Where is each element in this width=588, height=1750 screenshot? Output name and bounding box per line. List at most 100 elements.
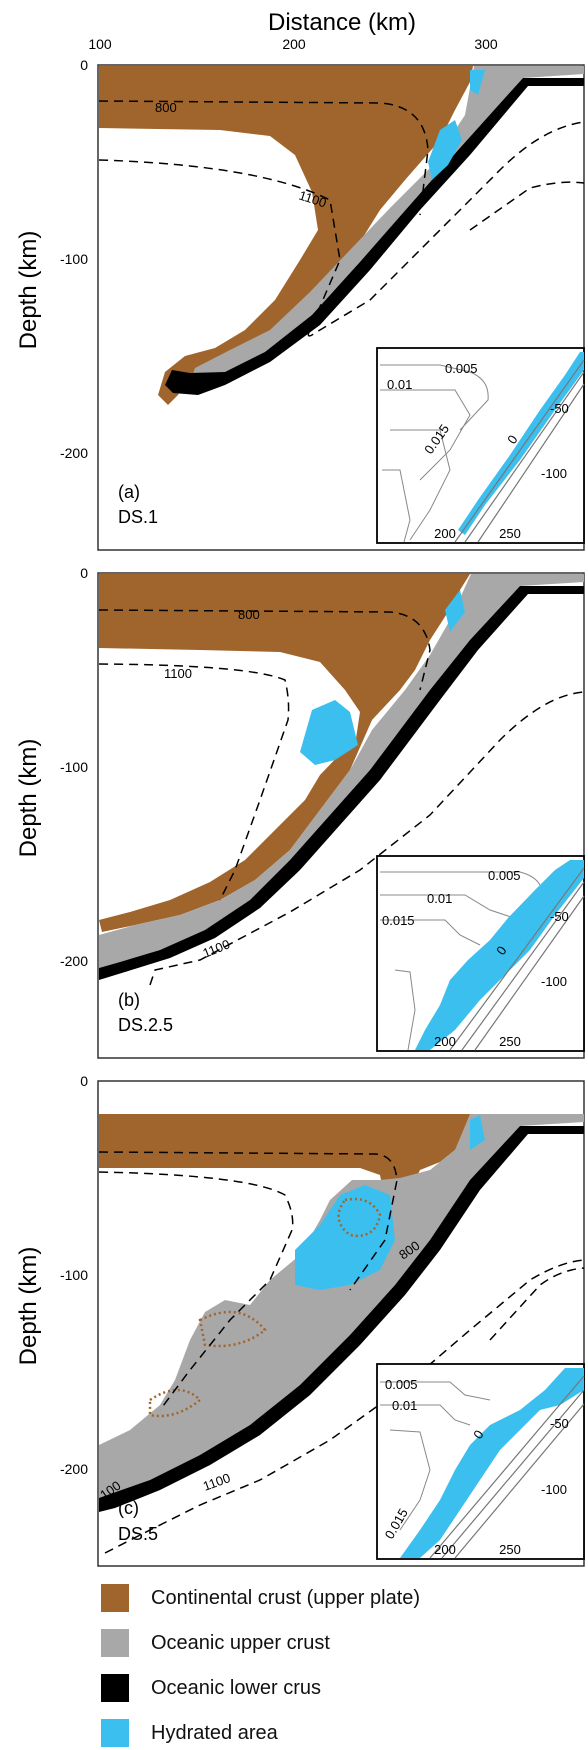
isotherm-lower bbox=[104, 1259, 585, 1554]
y-tick-label: -100 bbox=[60, 251, 88, 267]
inset-hydrated bbox=[458, 352, 584, 535]
inset-contour bbox=[380, 919, 481, 946]
inset-contour bbox=[390, 429, 451, 541]
legend-label: Oceanic upper crust bbox=[151, 1631, 330, 1654]
legend-item-continental: Continental crust (upper plate) bbox=[101, 1582, 420, 1614]
y-tick-label: -200 bbox=[60, 445, 88, 461]
oceanic-upper-crust bbox=[190, 66, 584, 382]
hydrated-area bbox=[470, 70, 485, 95]
inset-x-tick: 250 bbox=[499, 526, 521, 541]
inset-contour-label: 0.01 bbox=[427, 891, 452, 906]
x-tick-label: 100 bbox=[88, 36, 112, 52]
oceanic-upper-crust bbox=[99, 574, 584, 968]
inset-contour bbox=[380, 871, 541, 886]
isotherm-800 bbox=[98, 100, 429, 216]
inset-c: 0.005 0.01 0.015 0 200 250 -50 -100 bbox=[376, 1363, 585, 1560]
isotherm-1100 bbox=[98, 121, 585, 337]
inset-contour bbox=[380, 1381, 491, 1401]
inset-x-tick: 200 bbox=[434, 526, 456, 541]
panel-c: 800 1100 100 0.005 0.01 0.015 0 200 250 … bbox=[97, 1080, 585, 1567]
inset-x-tick: 200 bbox=[434, 1034, 456, 1049]
x-axis-title: Distance (km) bbox=[268, 9, 416, 36]
legend-swatch bbox=[101, 1719, 129, 1747]
hydrated-area bbox=[300, 700, 358, 765]
panel-name: DS.1 bbox=[118, 507, 158, 527]
legend-swatch bbox=[101, 1584, 129, 1612]
x-tick-label: 200 bbox=[282, 36, 306, 52]
legend-label: Hydrated area bbox=[151, 1721, 278, 1744]
inset-y-tick: -50 bbox=[550, 909, 569, 924]
isotherm-800 bbox=[98, 609, 431, 691]
continental-crust bbox=[99, 66, 473, 405]
inset-x-tick: 200 bbox=[434, 1542, 456, 1557]
inset-contour bbox=[382, 469, 411, 543]
y-tick-label: -200 bbox=[60, 953, 88, 969]
inset-slab bbox=[449, 867, 585, 1051]
y-tick-label: -100 bbox=[60, 759, 88, 775]
inset-contour bbox=[394, 969, 416, 1051]
inset-contour bbox=[389, 1429, 431, 1531]
panel-name: DS.2.5 bbox=[118, 1015, 173, 1035]
oceanic-upper-crust bbox=[99, 1114, 584, 1498]
y-tick-label: 0 bbox=[80, 565, 88, 581]
panel-b: 800 1100 1100 0.005 0.01 0.015 0 200 250… bbox=[97, 572, 585, 1059]
inset-contour bbox=[380, 389, 471, 481]
inset-x-tick: 250 bbox=[499, 1542, 521, 1557]
y-tick-label: 0 bbox=[80, 57, 88, 73]
hydrated-area bbox=[295, 1185, 395, 1290]
inset-y-tick: -50 bbox=[550, 1416, 569, 1431]
continental-fragments bbox=[148, 1197, 382, 1418]
inset-a: 0.005 0.01 0.015 0 200 250 -50 -100 bbox=[376, 347, 585, 544]
isotherm-deep bbox=[469, 181, 585, 231]
hydrated-area bbox=[470, 1115, 485, 1150]
panel-label: (c) bbox=[118, 1498, 139, 1518]
inset-y-tick: -100 bbox=[541, 1482, 567, 1497]
inset-contour-label: 0.015 bbox=[382, 913, 415, 928]
legend-item-hydrated: Hydrated area bbox=[101, 1717, 278, 1749]
hydrated-area bbox=[445, 590, 465, 632]
contour-label-800: 800 bbox=[155, 100, 177, 115]
legend-label: Oceanic lower crus bbox=[151, 1676, 322, 1699]
inset-y-tick: -50 bbox=[550, 401, 569, 416]
legend-item-oceanic-upper: Oceanic upper crust bbox=[101, 1627, 330, 1659]
inset-y-tick: -100 bbox=[541, 466, 567, 481]
legend-item-oceanic-lower: Oceanic lower crus bbox=[101, 1672, 321, 1704]
inset-contour-label: 0.005 bbox=[488, 868, 521, 883]
inset-y-tick: -100 bbox=[541, 974, 567, 989]
panel-name: DS.5 bbox=[118, 1524, 158, 1544]
panel-label: (b) bbox=[118, 990, 140, 1010]
legend-swatch bbox=[101, 1629, 129, 1657]
y-axis-title: Depth (km) bbox=[15, 231, 42, 350]
panel-label: (a) bbox=[118, 482, 140, 502]
hydrated-area bbox=[428, 120, 462, 180]
inset-contour-label: 0.01 bbox=[392, 1398, 417, 1413]
inset-contour-label: 0.005 bbox=[385, 1377, 418, 1392]
inset-b: 0.005 0.01 0.015 0 200 250 -50 -100 bbox=[376, 855, 585, 1052]
isotherm-1100 bbox=[98, 1171, 294, 1411]
contour-label-1100: 1100 bbox=[164, 666, 192, 681]
panel-a: 800 1100 0.005 0.01 0.015 0 200 250 -50 … bbox=[97, 64, 585, 551]
inset-hydrated bbox=[400, 1368, 584, 1558]
y-axis-title: Depth (km) bbox=[15, 739, 42, 858]
legend-swatch bbox=[101, 1674, 129, 1702]
continental-crust bbox=[99, 1114, 470, 1246]
inset-contour bbox=[380, 364, 489, 431]
inset-slab bbox=[429, 1375, 585, 1559]
isotherm-800 bbox=[98, 1151, 398, 1291]
inset-contour-label: 0.005 bbox=[445, 361, 478, 376]
legend-label: Continental crust (upper plate) bbox=[151, 1586, 421, 1609]
continental-crust bbox=[99, 574, 470, 932]
y-tick-label: 0 bbox=[80, 1073, 88, 1089]
isotherm-1100 bbox=[98, 663, 290, 901]
contour-label-800: 800 bbox=[238, 607, 260, 622]
inset-hydrated bbox=[415, 860, 584, 1050]
inset-contour-label: 0.01 bbox=[387, 377, 412, 392]
inset-contour bbox=[380, 1404, 471, 1426]
inset-slab bbox=[454, 359, 585, 543]
y-axis-title: Depth (km) bbox=[15, 1247, 42, 1366]
y-tick-label: -200 bbox=[60, 1461, 88, 1477]
y-tick-label: -100 bbox=[60, 1267, 88, 1283]
inset-contour bbox=[380, 894, 521, 921]
isotherm-deep bbox=[489, 1267, 585, 1341]
